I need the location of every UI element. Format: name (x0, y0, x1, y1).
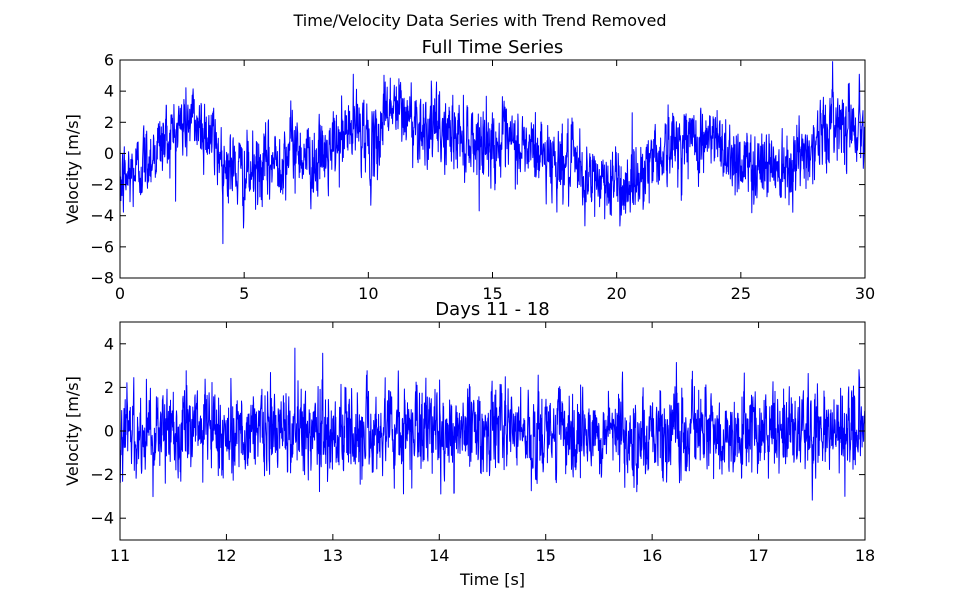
days-11-18-plot-area (120, 347, 865, 501)
days-11-18-velocity-line (120, 347, 865, 501)
days-11-18-y-axis-label: Velocity [m/s] (63, 376, 82, 486)
days-11-18-x-tick-label: 17 (748, 546, 768, 565)
days-11-18-y-tick-label: 0 (104, 422, 114, 441)
full-series-x-tick-label: 15 (482, 284, 502, 303)
days-11-18-x-tick-label: 14 (429, 546, 449, 565)
full-series-ticks: 0 5 10 15 20 25 30 −8 −6 −4 −2 0 2 4 6 (90, 51, 875, 304)
full-series-y-tick-label: 2 (104, 113, 114, 132)
full-series-y-tick-label: 4 (104, 82, 114, 101)
full-series-x-tick-label: 20 (606, 284, 626, 303)
days-11-18-x-tick-label: 13 (323, 546, 343, 565)
days-11-18-x-axis-label: Time [s] (459, 570, 525, 589)
full-series-y-tick-label: −6 (90, 237, 114, 256)
days-11-18-y-tick-label: 4 (104, 334, 114, 353)
full-time-series-panel: Full Time Series 0 5 10 15 20 25 30 −8 −6 −4 −2 0 2 4… (63, 37, 875, 303)
days-11-18-x-tick-label: 15 (536, 546, 556, 565)
days-11-18-y-tick-label: 2 (104, 378, 114, 397)
full-series-y-tick-label: −2 (90, 175, 114, 194)
days-11-18-ticks: 11 12 13 14 15 16 17 18 −4 −2 0 2 4 (90, 322, 875, 565)
full-series-y-tick-label: −4 (90, 206, 114, 225)
days-11-18-x-tick-label: 11 (110, 546, 130, 565)
days-11-18-title: Days 11 - 18 (435, 299, 549, 320)
days-11-18-panel: Days 11 - 18 11 12 13 14 15 16 17 18 −4 −2 0 2 4 Vel… (63, 299, 875, 589)
full-series-x-tick-label: 0 (115, 284, 125, 303)
days-11-18-x-tick-label: 16 (642, 546, 662, 565)
full-series-velocity-line (120, 61, 865, 245)
days-11-18-x-tick-label: 12 (216, 546, 236, 565)
days-11-18-y-tick-label: −2 (90, 465, 114, 484)
full-series-y-tick-label: −8 (90, 269, 114, 288)
days-11-18-y-tick-label: −4 (90, 509, 114, 528)
full-series-title: Full Time Series (422, 37, 564, 58)
full-series-y-tick-label: 0 (104, 144, 114, 163)
full-series-x-tick-label: 30 (855, 284, 875, 303)
full-series-x-tick-label: 10 (358, 284, 378, 303)
full-series-x-tick-label: 5 (239, 284, 249, 303)
full-series-x-tick-label: 25 (731, 284, 751, 303)
full-series-y-tick-label: 6 (104, 51, 114, 70)
full-series-plot-area (120, 61, 865, 245)
figure-suptitle: Time/Velocity Data Series with Trend Rem… (293, 11, 667, 30)
days-11-18-x-tick-label: 18 (855, 546, 875, 565)
full-series-y-axis-label: Velocity [m/s] (63, 114, 82, 224)
